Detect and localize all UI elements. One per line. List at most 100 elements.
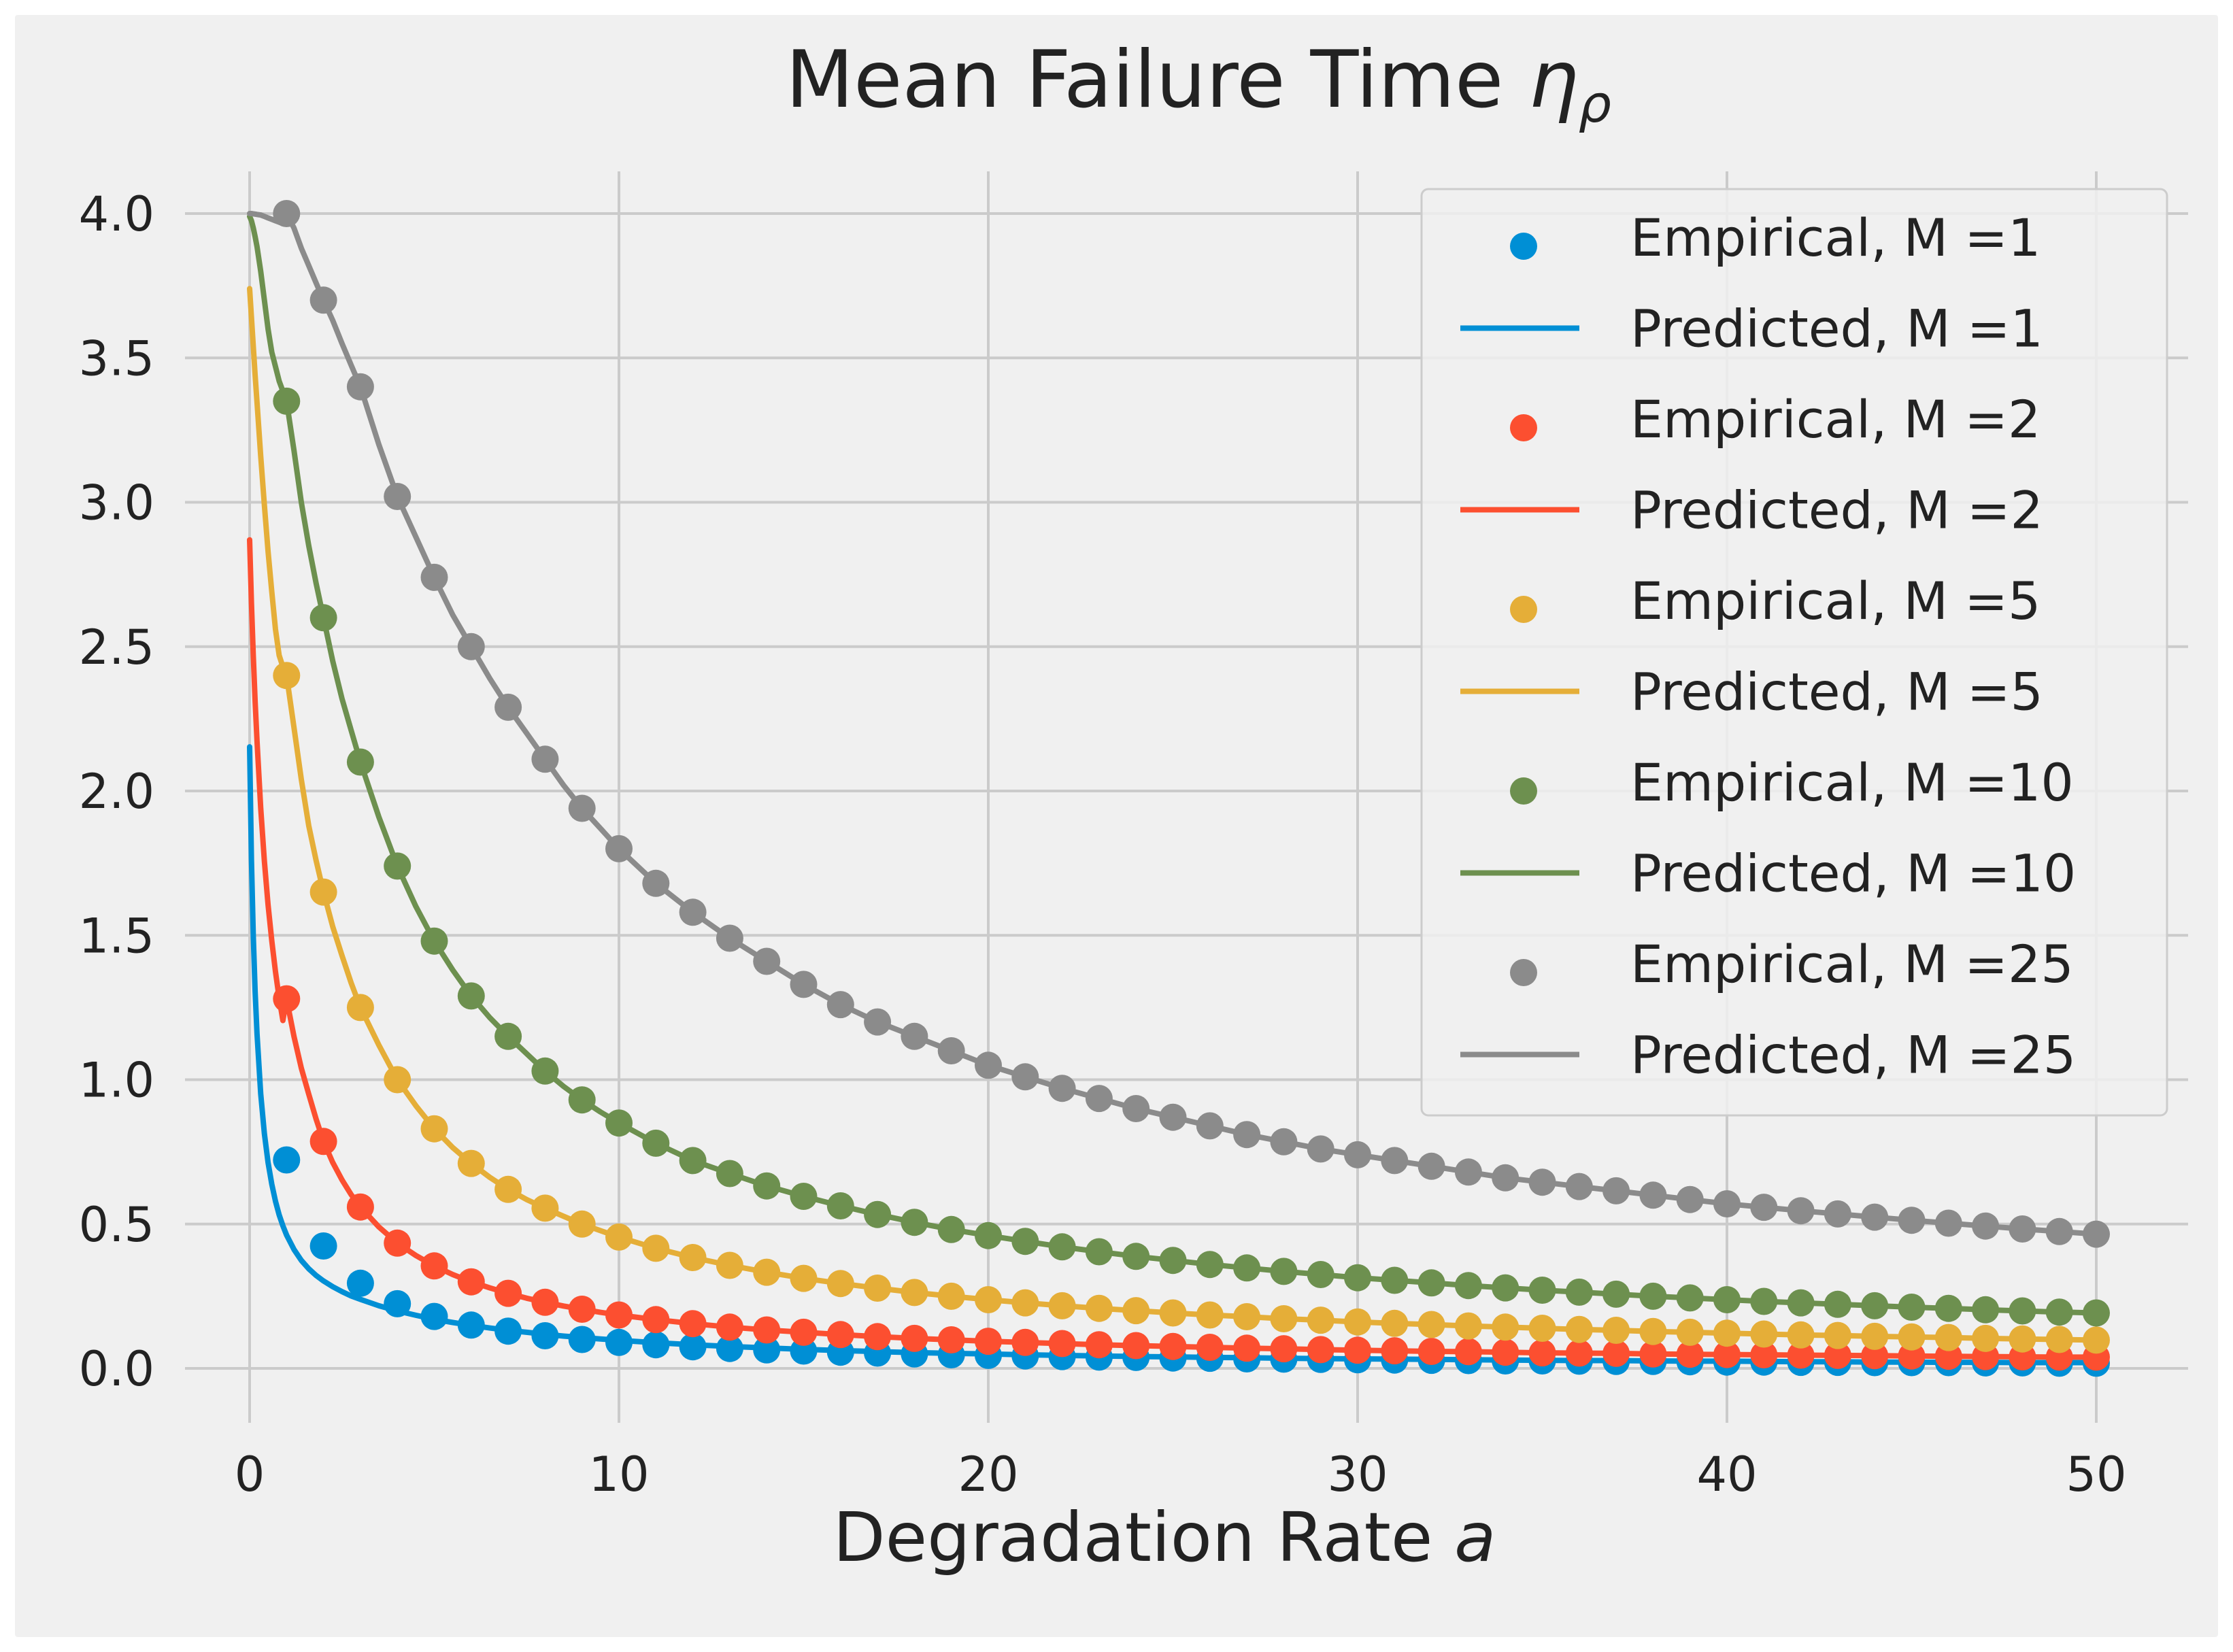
empirical-point bbox=[2083, 1299, 2110, 1327]
empirical-point bbox=[790, 1183, 818, 1210]
empirical-point bbox=[2083, 1326, 2110, 1354]
empirical-point bbox=[2009, 1215, 2036, 1243]
empirical-point bbox=[679, 1333, 707, 1361]
empirical-point bbox=[975, 1286, 1002, 1313]
empirical-point bbox=[1381, 1309, 1409, 1337]
legend-marker bbox=[1510, 596, 1537, 623]
legend-label: Empirical, M =2 bbox=[1630, 389, 2041, 450]
empirical-point bbox=[679, 898, 707, 926]
empirical-point bbox=[1639, 1282, 1667, 1310]
empirical-point bbox=[1528, 1315, 1556, 1342]
empirical-point bbox=[2009, 1325, 2036, 1353]
empirical-point bbox=[1787, 1321, 1815, 1349]
empirical-point bbox=[1048, 1330, 1076, 1358]
legend-marker bbox=[1510, 959, 1537, 986]
empirical-point bbox=[753, 1258, 781, 1286]
empirical-point bbox=[531, 745, 559, 773]
empirical-point bbox=[2045, 1217, 2073, 1245]
empirical-point bbox=[494, 693, 522, 721]
empirical-point bbox=[1750, 1320, 1778, 1348]
empirical-point bbox=[975, 1221, 1002, 1249]
figure-background: Mean Failure Time ηρ 0 10 20 30 40 50 0.0 0.5 1… bbox=[15, 15, 2218, 1637]
empirical-point bbox=[753, 1316, 781, 1344]
empirical-point bbox=[1750, 1194, 1778, 1221]
empirical-point bbox=[346, 1193, 374, 1221]
empirical-point bbox=[1750, 1287, 1778, 1315]
empirical-point bbox=[864, 1323, 892, 1351]
empirical-point bbox=[1381, 1147, 1409, 1175]
empirical-point bbox=[346, 373, 374, 401]
y-tick-label: 2.0 bbox=[79, 764, 154, 820]
empirical-point bbox=[1159, 1103, 1187, 1131]
empirical-point bbox=[1270, 1128, 1298, 1156]
legend-label: Predicted, M =2 bbox=[1630, 480, 2043, 541]
empirical-point bbox=[605, 1328, 633, 1356]
empirical-point bbox=[273, 985, 301, 1013]
empirical-point bbox=[309, 604, 337, 632]
empirical-point bbox=[1085, 1331, 1113, 1359]
empirical-point bbox=[1972, 1296, 2000, 1324]
y-tick-label: 3.0 bbox=[79, 475, 154, 531]
empirical-point bbox=[937, 1326, 965, 1353]
empirical-point bbox=[1381, 1337, 1409, 1365]
empirical-point bbox=[273, 387, 301, 415]
empirical-point bbox=[1454, 1338, 1482, 1366]
empirical-point bbox=[1454, 1158, 1482, 1186]
empirical-point bbox=[864, 1008, 892, 1036]
empirical-point bbox=[642, 869, 670, 897]
empirical-point bbox=[420, 1302, 448, 1330]
empirical-point bbox=[309, 1232, 337, 1260]
empirical-point bbox=[1196, 1334, 1224, 1361]
legend-marker bbox=[1510, 233, 1537, 260]
empirical-point bbox=[1602, 1280, 1630, 1308]
predicted-line bbox=[247, 537, 2099, 1360]
empirical-point bbox=[1196, 1251, 1224, 1279]
predicted-lines bbox=[247, 211, 2099, 1366]
empirical-point bbox=[1676, 1318, 1704, 1346]
empirical-point bbox=[1085, 1238, 1113, 1266]
empirical-point bbox=[1270, 1335, 1298, 1363]
empirical-point bbox=[1417, 1311, 1445, 1338]
empirical-point bbox=[1528, 1339, 1556, 1367]
empirical-point bbox=[2045, 1298, 2073, 1326]
x-tick-label: 30 bbox=[1327, 1447, 1388, 1502]
empirical-point bbox=[1898, 1294, 1926, 1321]
x-tick-label: 20 bbox=[958, 1447, 1018, 1502]
y-axis-ticks: 0.0 0.5 1.0 1.5 2.0 2.5 3.0 3.5 4.0 bbox=[79, 186, 154, 1397]
empirical-point bbox=[1861, 1292, 1889, 1319]
empirical-point bbox=[1750, 1341, 1778, 1368]
empirical-point bbox=[1934, 1294, 1962, 1322]
empirical-point bbox=[1085, 1294, 1113, 1322]
empirical-point bbox=[1639, 1317, 1667, 1345]
empirical-point bbox=[1344, 1336, 1371, 1364]
empirical-point bbox=[901, 1279, 928, 1307]
empirical-point bbox=[1934, 1324, 1962, 1351]
empirical-point bbox=[1713, 1286, 1741, 1313]
empirical-point bbox=[1344, 1141, 1371, 1168]
empirical-point bbox=[1233, 1334, 1261, 1362]
empirical-point bbox=[384, 1066, 412, 1094]
empirical-point bbox=[1233, 1121, 1261, 1149]
empirical-point bbox=[1159, 1332, 1187, 1360]
empirical-point bbox=[346, 1269, 374, 1297]
empirical-point bbox=[605, 1301, 633, 1329]
empirical-point bbox=[1122, 1243, 1150, 1270]
empirical-point bbox=[790, 1264, 818, 1292]
empirical-point bbox=[1528, 1277, 1556, 1304]
chart-title: Mean Failure Time ηρ bbox=[786, 34, 1611, 134]
empirical-point bbox=[384, 1289, 412, 1317]
empirical-point bbox=[679, 1310, 707, 1338]
predicted-line bbox=[247, 286, 2099, 1343]
empirical-point bbox=[1381, 1266, 1409, 1294]
empirical-point bbox=[457, 982, 485, 1010]
chart: Mean Failure Time ηρ 0 10 20 30 40 50 0.0 0.5 1… bbox=[79, 34, 2188, 1577]
empirical-point bbox=[716, 1160, 743, 1187]
empirical-point bbox=[864, 1275, 892, 1302]
empirical-point bbox=[826, 1321, 854, 1349]
empirical-point bbox=[901, 1022, 928, 1050]
empirical-point bbox=[642, 1234, 670, 1262]
y-tick-label: 1.5 bbox=[79, 908, 154, 964]
empirical-point bbox=[679, 1244, 707, 1271]
legend-label: Predicted, M =10 bbox=[1630, 843, 2076, 904]
empirical-point bbox=[826, 1192, 854, 1219]
